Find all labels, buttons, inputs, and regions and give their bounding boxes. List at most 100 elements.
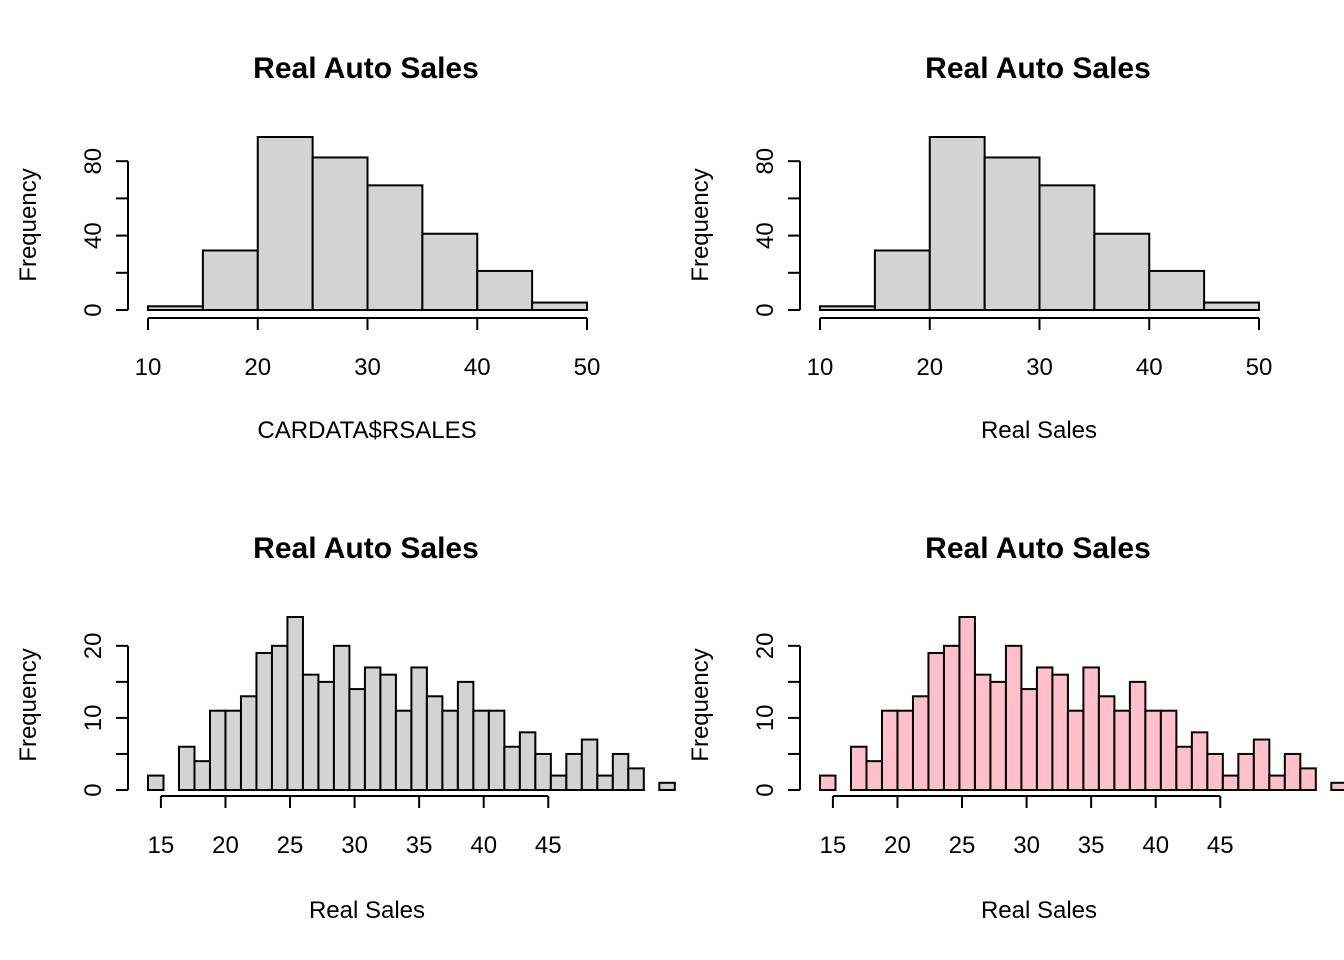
x-tick-label: 40 xyxy=(464,354,491,381)
x-tick-label: 30 xyxy=(1026,354,1053,381)
histogram-bar xyxy=(1175,745,1193,791)
histogram-bars xyxy=(147,136,588,312)
histogram-bar xyxy=(394,709,413,791)
histogram-bar xyxy=(317,680,335,791)
histogram-bar xyxy=(1066,709,1085,791)
histogram-bar xyxy=(973,673,992,792)
x-tick-label: 20 xyxy=(884,832,911,859)
y-axis-label: Frequency xyxy=(15,648,42,761)
histogram-bar xyxy=(1038,184,1096,311)
histogram-bar xyxy=(1203,301,1260,312)
histogram-bar xyxy=(239,695,258,792)
histogram-bar xyxy=(1093,232,1151,311)
histogram-bar xyxy=(256,136,314,311)
histogram-bar xyxy=(518,731,537,791)
y-tick-label: 20 xyxy=(80,632,107,659)
x-axis: 10 20 30 40 50 xyxy=(807,317,1273,381)
y-tick-label: 10 xyxy=(80,705,107,732)
histogram-bar xyxy=(147,774,165,791)
histogram-bar xyxy=(177,745,196,791)
x-axis-label: Real Sales xyxy=(309,897,425,924)
x-tick-label: 25 xyxy=(277,832,304,859)
y-tick-label: 20 xyxy=(752,632,779,659)
histogram-panel-2: Real Auto Sales 10 20 30 40 50 0 40 80 Real Sales… xyxy=(687,52,1272,444)
histogram-bars xyxy=(819,616,1344,792)
x-tick-label: 30 xyxy=(341,832,368,859)
x-tick-label: 25 xyxy=(949,832,976,859)
y-tick-label: 0 xyxy=(80,783,107,796)
histogram-bar xyxy=(425,695,444,792)
x-axis-label: Real Sales xyxy=(981,897,1097,924)
x-tick-label: 40 xyxy=(470,832,497,859)
histogram-bar xyxy=(476,269,534,312)
histogram-bar xyxy=(441,709,459,791)
histogram-panel-3: Real Auto Sales 15 20 25 30 35 40 45 0 10 20 Real S… xyxy=(15,532,676,924)
histogram-bar xyxy=(224,709,242,791)
histogram-bar xyxy=(201,249,259,311)
histogram-bar xyxy=(1020,688,1038,791)
y-axis-label: Frequency xyxy=(15,168,42,281)
y-tick-label: 0 xyxy=(752,783,779,796)
histogram-bar xyxy=(472,709,490,791)
x-axis: 15 20 25 30 35 40 45 xyxy=(820,795,1234,859)
histogram-bar xyxy=(1330,781,1344,792)
y-tick-label: 80 xyxy=(752,148,779,175)
histogram-bar xyxy=(531,301,588,312)
y-axis: 0 40 80 xyxy=(752,148,801,317)
histogram-bar xyxy=(819,774,837,791)
histogram-bar xyxy=(1159,709,1178,791)
y-axis: 0 10 20 xyxy=(752,632,801,797)
chart-title: Real Auto Sales xyxy=(925,52,1151,85)
y-tick-label: 0 xyxy=(80,303,107,316)
x-tick-label: 10 xyxy=(807,354,834,381)
x-tick-label: 40 xyxy=(1142,832,1169,859)
histogram-bar xyxy=(911,695,930,792)
histogram-bar xyxy=(1035,666,1054,791)
x-tick-label: 50 xyxy=(1246,354,1273,381)
y-tick-label: 80 xyxy=(80,148,107,175)
y-axis-label: Frequency xyxy=(687,168,714,281)
histogram-bar xyxy=(421,232,479,311)
histogram-bar xyxy=(865,760,883,792)
histogram-bar xyxy=(565,752,583,791)
y-tick-label: 10 xyxy=(752,705,779,732)
histogram-bar xyxy=(487,709,506,791)
y-axis-label: Frequency xyxy=(687,648,714,761)
x-tick-label: 45 xyxy=(535,832,562,859)
histogram-bar xyxy=(896,709,914,791)
histogram-bars xyxy=(147,616,676,792)
histogram-bar xyxy=(332,644,351,791)
x-axis-label: Real Sales xyxy=(981,417,1097,444)
histogram-bar xyxy=(1299,767,1317,791)
histogram-bar xyxy=(958,616,976,791)
histogram-bar xyxy=(1268,774,1286,791)
x-tick-label: 35 xyxy=(406,832,433,859)
histogram-bar xyxy=(580,738,599,792)
histogram-bar xyxy=(456,680,475,791)
histogram-bar xyxy=(983,156,1041,311)
x-tick-label: 30 xyxy=(354,354,381,381)
histogram-bar xyxy=(255,652,273,792)
histogram-bar xyxy=(1144,709,1162,791)
histogram-bar xyxy=(366,184,424,311)
y-tick-label: 0 xyxy=(752,303,779,316)
x-tick-label: 35 xyxy=(1078,832,1105,859)
chart-title: Real Auto Sales xyxy=(253,532,479,565)
x-tick-label: 10 xyxy=(135,354,162,381)
histogram-bar xyxy=(348,688,366,791)
y-axis: 0 10 20 xyxy=(80,632,129,797)
histogram-bar xyxy=(989,680,1007,791)
x-tick-label: 45 xyxy=(1207,832,1234,859)
x-tick-label: 20 xyxy=(916,354,943,381)
histogram-bar xyxy=(208,709,227,791)
chart-title: Real Auto Sales xyxy=(925,532,1151,565)
histogram-bar xyxy=(270,644,289,791)
chart-title: Real Auto Sales xyxy=(253,52,479,85)
histogram-bar xyxy=(1148,269,1206,312)
x-tick-label: 20 xyxy=(244,354,271,381)
histogram-bar xyxy=(503,745,521,791)
histogram-bars xyxy=(819,136,1260,312)
x-axis-label: CARDATA$RSALES xyxy=(257,417,476,444)
histogram-panel-4: Real Auto Sales 15 20 25 30 35 40 45 0 10 20 Real S… xyxy=(687,532,1344,924)
